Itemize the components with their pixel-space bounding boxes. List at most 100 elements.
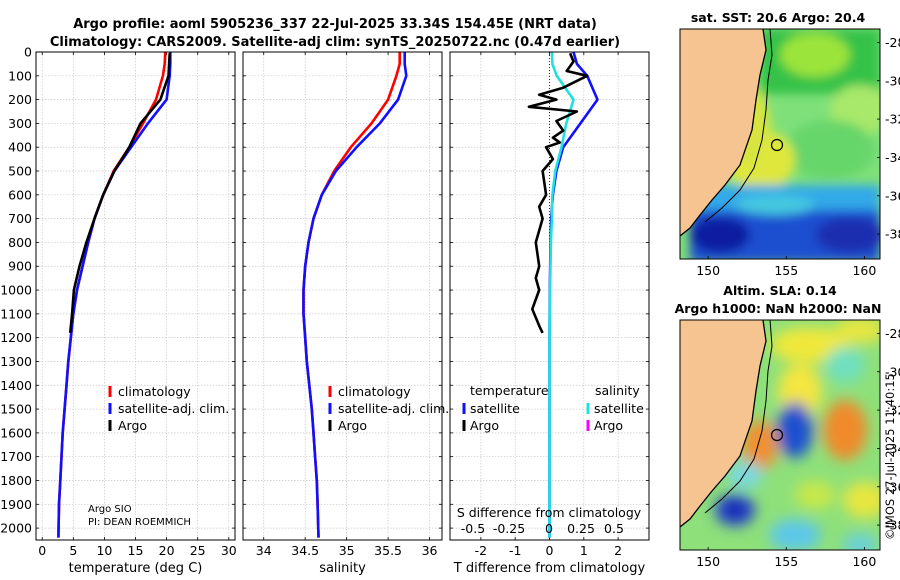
title-line-1: Argo profile: aoml 5905236_337 22-Jul-20…	[73, 17, 597, 32]
series-argo	[68, 53, 171, 334]
temperature-xlabel: temperature (deg C)	[69, 561, 203, 576]
diff-legend-label: Argo	[594, 418, 623, 433]
diff-s-tick-label: 0.5	[604, 521, 624, 536]
difference-xlabel: T difference from climatology	[453, 561, 646, 576]
argo-pi: PI: DEAN ROEMMICH	[88, 517, 191, 528]
diff-legend-label: Argo	[470, 418, 499, 433]
temperature-legend-label: Argo	[118, 418, 147, 433]
panel-difference: -2 -1 0 1 2 T difference from climatology temp…	[449, 51, 650, 576]
sla_map-ytick-label: -28	[885, 326, 900, 341]
sla_map-ytick-label: -36	[885, 479, 900, 494]
argo-institution: Argo SIO	[88, 504, 132, 515]
depth-tick-label: 1300	[0, 354, 32, 369]
salinity-xtick-label: 34.5	[291, 543, 319, 558]
sla-map: Altim. SLA: 0.14 Argo h1000: NaN h2000: …	[675, 283, 900, 569]
depth-tick-label: 1800	[0, 473, 32, 488]
sst-land-australia	[680, 29, 766, 236]
temperature-xtick-label: 0	[38, 543, 46, 558]
temperature-xtick-label: 15	[128, 543, 144, 558]
sst_map-xtick-label: 160	[852, 263, 876, 278]
depth-tick-label: 1600	[0, 425, 32, 440]
depth-tick-label: 1000	[0, 283, 32, 298]
series-salinity-satellite	[548, 51, 575, 538]
sst_map-xtick-label: 150	[696, 263, 720, 278]
difference-xtick-label: 0	[546, 543, 554, 558]
title-line-2: Climatology: CARS2009. Satellite-adj cli…	[50, 35, 620, 50]
depth-tick-label: 500	[8, 164, 32, 179]
salinity-plot-area	[243, 52, 442, 540]
depth-tick-label: 300	[8, 116, 32, 131]
temperature-xtick-label: 10	[96, 543, 112, 558]
sla-field	[715, 320, 880, 550]
series-satellite-adj-clim-	[302, 52, 408, 538]
sla-profile-marker	[770, 428, 784, 442]
sst_map-ytick-label: -30	[885, 73, 900, 88]
sla-coastline	[680, 320, 767, 528]
sst-map: sat. SST: 20.6 Argo: 20.4 150 155 1	[679, 10, 900, 278]
series-satellite-adj-clim-	[57, 52, 172, 538]
panel-salinity: 34 34.5 35 35.5 36 salinity climatology satelli…	[242, 51, 449, 576]
salinity-legend-label: satellite-adj. clim.	[338, 401, 449, 416]
sla_map-ytick-label: -38	[885, 518, 900, 533]
panel-temperature: 0100200300400500600700800900100011001200…	[0, 45, 237, 577]
diff-s-tick-label: -0.25	[493, 521, 525, 536]
sla_map-ytick-label: -30	[885, 364, 900, 379]
depth-tick-label: 1700	[0, 449, 32, 464]
depth-tick-label: 200	[8, 92, 32, 107]
temperature-frame	[35, 51, 236, 541]
difference-xtick-label: -1	[509, 543, 521, 558]
diff-legend-salinity-title: salinity	[595, 383, 640, 398]
difference-frame	[449, 51, 650, 541]
depth-tick-label: 400	[8, 140, 32, 155]
depth-tick-label: 800	[8, 235, 32, 250]
temperature-legend-label: satellite-adj. clim.	[118, 401, 229, 416]
salinity-xtick-label: 36	[422, 543, 438, 558]
salinity-xtick-label: 35.5	[374, 543, 402, 558]
depth-tick-label: 0	[24, 45, 32, 60]
temperature-legend-label: climatology	[118, 384, 191, 399]
salinity-xtick-label: 34	[256, 543, 272, 558]
sst_map-ytick-label: -32	[885, 112, 900, 127]
sla-map-frame	[679, 319, 881, 551]
sst-bathymetry-contour	[704, 29, 773, 223]
difference-xtick-label: 2	[614, 543, 622, 558]
depth-tick-label: 2000	[0, 521, 32, 536]
depth-tick-label: 1200	[0, 330, 32, 345]
sla-land-australia	[680, 320, 766, 527]
imos-timestamp-watermark: ©IMOS 27-Jul-2025 11:40:15	[883, 373, 897, 540]
diff-legend-temperature-title: temperature	[470, 383, 549, 398]
sla-bathymetry-contour	[704, 320, 773, 514]
diff-legend-label: satellite	[470, 401, 520, 416]
diff-s-tick-label: 0.25	[567, 521, 595, 536]
depth-tick-label: 600	[8, 187, 32, 202]
salinity-xtick-label: 35	[339, 543, 355, 558]
diff-legend-label: satellite	[594, 401, 644, 416]
temperature-xtick-label: 30	[221, 543, 237, 558]
difference-xtick-label: -2	[475, 543, 487, 558]
sst-map-title: sat. SST: 20.6 Argo: 20.4	[691, 10, 866, 25]
depth-tick-label: 1400	[0, 378, 32, 393]
sst_map-ytick-label: -34	[885, 150, 900, 165]
salinity-legend-label: climatology	[338, 384, 411, 399]
sla_map-ytick-label: -32	[885, 403, 900, 418]
temperature-xtick-label: 25	[190, 543, 206, 558]
difference-xtick-label: 1	[580, 543, 588, 558]
sla_map-xtick-label: 150	[696, 554, 720, 569]
series-temperature-argo	[527, 52, 589, 334]
temperature-xtick-label: 5	[69, 543, 77, 558]
sla-map-title: Altim. SLA: 0.14	[723, 283, 837, 298]
depth-tick-label: 1100	[0, 306, 32, 321]
depth-tick-label: 700	[8, 211, 32, 226]
sst_map-ytick-label: -36	[885, 188, 900, 203]
diff-s-axis-label: S difference from climatology	[457, 505, 642, 520]
sla_map-ytick-label: -34	[885, 441, 900, 456]
sst-profile-marker	[770, 138, 784, 152]
depth-tick-label: 100	[8, 68, 32, 83]
sst_map-ytick-label: -28	[885, 35, 900, 50]
salinity-frame	[242, 51, 443, 541]
sst_map-ytick-label: -38	[885, 227, 900, 242]
sla_map-xtick-label: 155	[774, 554, 798, 569]
salinity-xlabel: salinity	[319, 561, 366, 576]
temperature-xtick-label: 20	[159, 543, 175, 558]
sla-map-subtitle: Argo h1000: NaN h2000: NaN	[675, 301, 882, 316]
